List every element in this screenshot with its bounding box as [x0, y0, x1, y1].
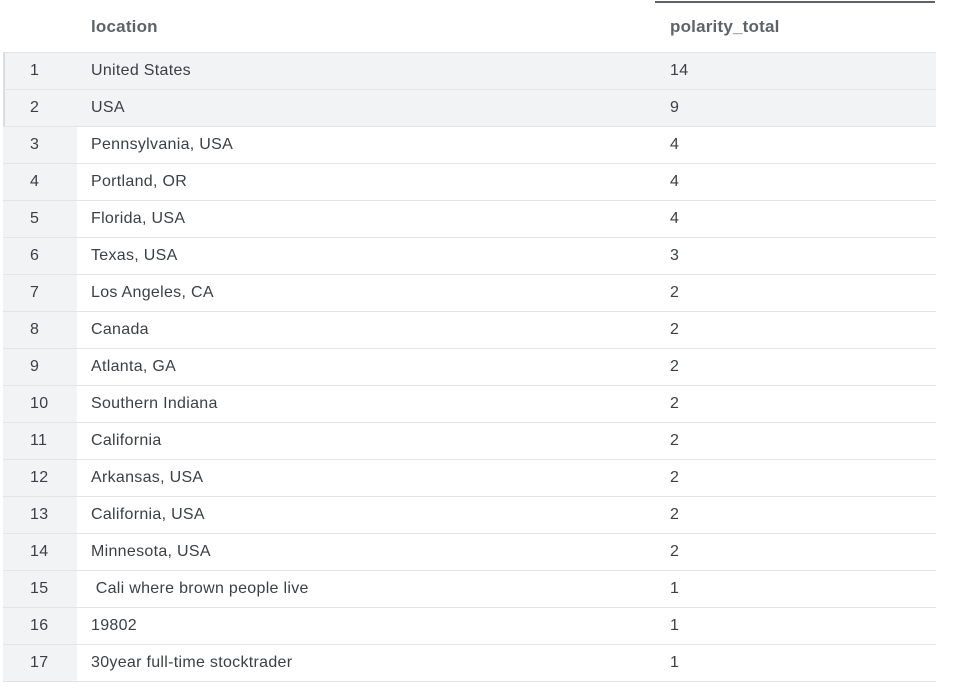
row-index-cell	[3, 460, 77, 496]
cell-location[interactable]: Canada	[91, 321, 149, 338]
row-index: 1	[30, 62, 40, 79]
row-index-cell	[3, 201, 77, 237]
row-index: 5	[30, 210, 40, 227]
row-index: 4	[30, 173, 40, 190]
table-row[interactable]: 13 California, USA 2	[3, 497, 936, 534]
table-row[interactable]: 2 USA 9	[3, 90, 936, 127]
cell-polarity-total[interactable]: 4	[670, 136, 680, 153]
cell-polarity-total[interactable]: 4	[670, 210, 680, 227]
row-index: 10	[30, 395, 49, 412]
table-row[interactable]: 3 Pennsylvania, USA 4	[3, 127, 936, 164]
cell-polarity-total[interactable]: 2	[670, 358, 680, 375]
row-index-cell	[3, 608, 77, 644]
table-header: location polarity_total	[3, 0, 936, 53]
cell-location[interactable]: California, USA	[91, 506, 205, 523]
row-index: 12	[30, 469, 49, 486]
row-index-cell	[3, 645, 77, 681]
table-row[interactable]: 16 19802 1	[3, 608, 936, 645]
row-index: 13	[30, 506, 49, 523]
cell-location[interactable]: Cali where brown people live	[91, 580, 309, 597]
table-row[interactable]: 10 Southern Indiana 2	[3, 386, 936, 423]
cell-location[interactable]: 30year full-time stocktrader	[91, 654, 293, 671]
table-row[interactable]: 9 Atlanta, GA 2	[3, 349, 936, 386]
row-index-cell	[3, 534, 77, 570]
cell-polarity-total[interactable]: 2	[670, 284, 680, 301]
cell-location[interactable]: Atlanta, GA	[91, 358, 177, 375]
row-index-cell	[3, 53, 77, 89]
column-header-location[interactable]: location	[91, 17, 158, 36]
cell-polarity-total[interactable]: 14	[670, 62, 689, 79]
table-row[interactable]: 6 Texas, USA 3	[3, 238, 936, 275]
row-index-cell	[3, 571, 77, 607]
row-index-cell	[3, 386, 77, 422]
cell-location[interactable]: USA	[91, 99, 125, 116]
cell-location[interactable]: Minnesota, USA	[91, 543, 211, 560]
table-row[interactable]: 12 Arkansas, USA 2	[3, 460, 936, 497]
cell-location[interactable]: Pennsylvania, USA	[91, 136, 234, 153]
row-index: 2	[30, 99, 40, 116]
cell-polarity-total[interactable]: 2	[670, 395, 680, 412]
cell-location[interactable]: Arkansas, USA	[91, 469, 204, 486]
row-index: 6	[30, 247, 40, 264]
row-index-cell	[3, 238, 77, 274]
table-row[interactable]: 5 Florida, USA 4	[3, 201, 936, 238]
row-index-cell	[3, 349, 77, 385]
cell-polarity-total[interactable]: 1	[670, 580, 680, 597]
cell-polarity-total[interactable]: 2	[670, 321, 680, 338]
cell-location[interactable]: California	[91, 432, 162, 449]
cell-location[interactable]: Texas, USA	[91, 247, 178, 264]
cell-polarity-total[interactable]: 2	[670, 469, 680, 486]
sort-indicator	[655, 1, 935, 3]
cell-polarity-total[interactable]: 2	[670, 506, 680, 523]
row-index-cell	[3, 164, 77, 200]
table-row[interactable]: 8 Canada 2	[3, 312, 936, 349]
cell-polarity-total[interactable]: 1	[670, 654, 680, 671]
row-index: 8	[30, 321, 40, 338]
table-row[interactable]: 17 30year full-time stocktrader 1	[3, 645, 936, 682]
cell-location[interactable]: Portland, OR	[91, 173, 188, 190]
row-index: 3	[30, 136, 40, 153]
table-row[interactable]: 1 United States 14	[3, 53, 936, 90]
cell-polarity-total[interactable]: 9	[670, 99, 680, 116]
cell-location[interactable]: Los Angeles, CA	[91, 284, 214, 301]
cell-location[interactable]: 19802	[91, 617, 137, 634]
row-index: 9	[30, 358, 40, 375]
row-index: 16	[30, 617, 49, 634]
table-row[interactable]: 15 Cali where brown people live 1	[3, 571, 936, 608]
cell-polarity-total[interactable]: 4	[670, 173, 680, 190]
table-row[interactable]: 4 Portland, OR 4	[3, 164, 936, 201]
row-index-cell	[3, 275, 77, 311]
row-index-cell	[3, 312, 77, 348]
row-index-cell	[3, 90, 77, 126]
cell-polarity-total[interactable]: 2	[670, 543, 680, 560]
table-row[interactable]: 11 California 2	[3, 423, 936, 460]
row-index: 15	[30, 580, 49, 597]
row-index: 14	[30, 543, 49, 560]
row-index: 11	[30, 432, 48, 449]
row-index: 17	[30, 654, 49, 671]
cell-location[interactable]: Southern Indiana	[91, 395, 218, 412]
row-index-cell	[3, 127, 77, 163]
cell-polarity-total[interactable]: 3	[670, 247, 680, 264]
cell-polarity-total[interactable]: 1	[670, 617, 680, 634]
results-table: location polarity_total 1 United States 14…	[3, 0, 936, 682]
table-row[interactable]: 14 Minnesota, USA 2	[3, 534, 936, 571]
table-row[interactable]: 7 Los Angeles, CA 2	[3, 275, 936, 312]
row-index: 7	[30, 284, 40, 301]
row-index-cell	[3, 423, 77, 459]
table-body: 1 United States 14 2 USA 9 3 Pennsylvania, USA 4…	[3, 53, 936, 682]
column-header-polarity-total[interactable]: polarity_total	[670, 17, 780, 36]
cell-polarity-total[interactable]: 2	[670, 432, 680, 449]
cell-location[interactable]: United States	[91, 62, 191, 79]
row-index-cell	[3, 497, 77, 533]
cell-location[interactable]: Florida, USA	[91, 210, 186, 227]
